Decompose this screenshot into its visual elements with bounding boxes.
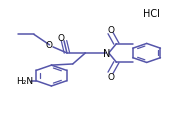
Text: O: O <box>58 33 65 42</box>
Text: O: O <box>107 73 114 82</box>
Text: HCl: HCl <box>143 9 159 19</box>
Text: H₂N: H₂N <box>16 77 33 86</box>
Text: O: O <box>46 41 53 50</box>
Text: O: O <box>107 25 114 34</box>
Text: N: N <box>103 49 110 58</box>
